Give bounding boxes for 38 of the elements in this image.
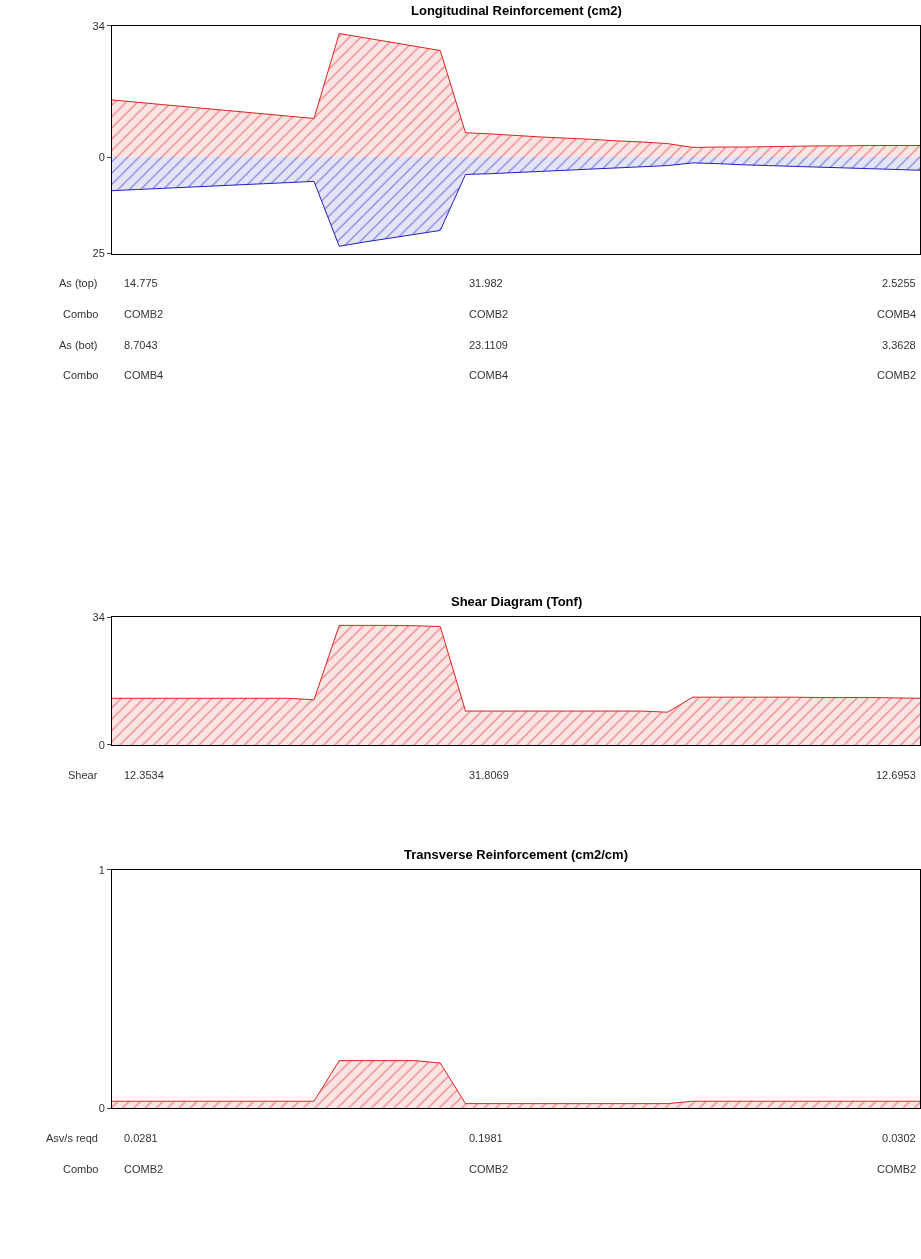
text: COMB4 — [469, 369, 509, 381]
y-tick-label: 1 — [98, 863, 105, 876]
text: 14.775 — [124, 277, 158, 289]
text: 2.5255 — [882, 277, 916, 289]
text: 3.3628 — [882, 339, 916, 351]
y-tick-label: 0 — [98, 738, 105, 751]
text: COMB2 — [469, 308, 509, 320]
text: Asv/s reqd — [46, 1132, 98, 1144]
text: 31.8069 — [469, 769, 509, 781]
text: 12.3534 — [124, 769, 164, 781]
text: COMB4 — [877, 308, 917, 320]
y-tick-label: 0 — [98, 150, 105, 163]
text: COMB2 — [877, 369, 917, 381]
text: 23.1109 — [469, 339, 508, 351]
y-tick-label: 0 — [98, 1102, 105, 1115]
text: Combo — [63, 1163, 99, 1175]
text: 0.0281 — [124, 1132, 158, 1144]
text: 0.1981 — [469, 1132, 503, 1144]
text: As (top) — [59, 277, 98, 289]
y-tick-label: 34 — [92, 19, 105, 32]
text: COMB2 — [469, 1163, 509, 1175]
chart-title: Shear Diagram (Tonf) — [451, 594, 583, 609]
chart-title: Longitudinal Reinforcement (cm2) — [411, 3, 622, 18]
text: COMB2 — [877, 1163, 917, 1175]
text: 0.0302 — [882, 1132, 916, 1144]
text: COMB2 — [124, 308, 164, 320]
text: 8.7043 — [124, 339, 158, 351]
text: Combo — [63, 308, 99, 320]
text: COMB4 — [124, 369, 164, 381]
y-tick-label: 34 — [92, 610, 105, 623]
text: 12.6953 — [876, 769, 916, 781]
chart-title: Transverse Reinforcement (cm2/cm) — [404, 847, 628, 862]
text: Combo — [63, 369, 99, 381]
text: As (bot) — [59, 339, 98, 351]
text: Shear — [68, 769, 98, 781]
text: 31.982 — [469, 277, 503, 289]
text: COMB2 — [124, 1163, 164, 1175]
y-tick-label: 25 — [92, 247, 105, 260]
